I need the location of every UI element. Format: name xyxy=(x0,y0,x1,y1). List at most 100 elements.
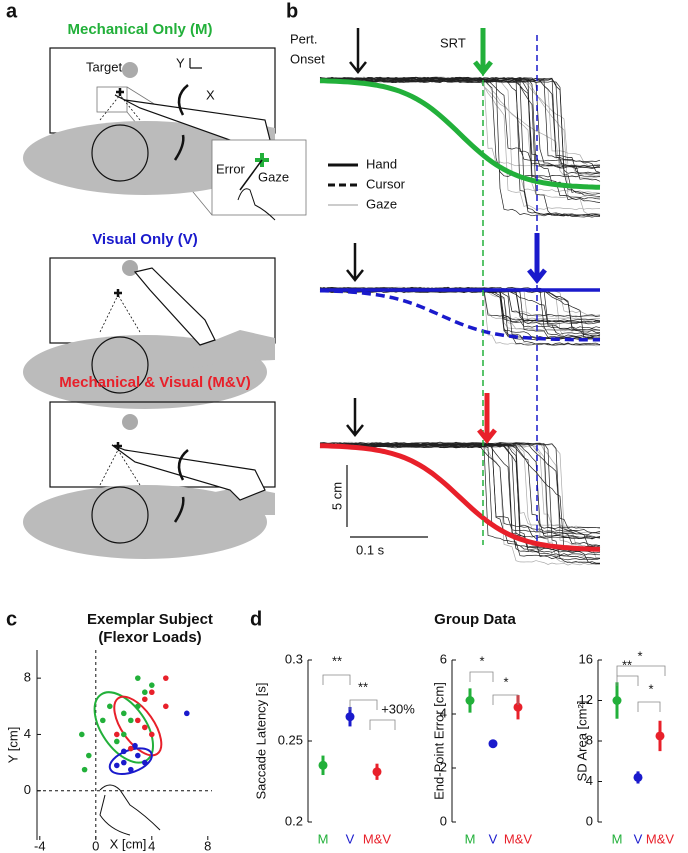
legend-label: Cursor xyxy=(366,176,406,191)
significance-bracket xyxy=(322,674,351,685)
mean-point xyxy=(513,702,523,712)
mean-point xyxy=(372,767,382,777)
mean-point xyxy=(488,739,498,749)
panel-label: a xyxy=(6,0,18,22)
arrow xyxy=(346,243,364,283)
panel-label: b xyxy=(286,0,298,22)
annotation: Onset xyxy=(290,51,325,66)
hand-trace xyxy=(319,78,601,197)
annotation: * xyxy=(479,653,484,668)
point xyxy=(107,703,113,710)
point xyxy=(121,748,127,755)
scale-label: 0.1 s xyxy=(356,542,385,557)
point xyxy=(100,717,106,724)
significance-bracket xyxy=(616,665,666,676)
annotation: * xyxy=(503,674,508,689)
annotation: ** xyxy=(358,679,368,694)
category-label: M xyxy=(612,831,623,846)
condition-title: Mechanical & Visual (M&V) xyxy=(59,374,250,391)
legend-label: Gaze xyxy=(366,196,397,211)
point xyxy=(184,710,190,717)
x-tick-label: 4 xyxy=(148,838,155,853)
point xyxy=(135,717,141,724)
point xyxy=(121,759,127,766)
inset-label: Error xyxy=(216,161,246,176)
point xyxy=(142,696,148,703)
y-axis-label: SD Area [cm²] xyxy=(574,701,589,782)
y-tick-label: 0.2 xyxy=(285,813,303,828)
gaze-trace xyxy=(319,79,601,215)
annotation: * xyxy=(637,648,642,663)
y-tick-label: 4 xyxy=(440,705,447,720)
mean-point xyxy=(465,696,475,705)
hand-mean xyxy=(319,443,601,552)
condition-title: Visual Only (V) xyxy=(92,231,198,248)
category-label: M&V xyxy=(363,831,392,846)
hand-sketch xyxy=(99,784,161,836)
mean-point xyxy=(318,760,328,770)
arrow xyxy=(527,233,547,285)
point xyxy=(114,738,120,745)
arrow xyxy=(349,28,367,75)
y-tick-label: 6 xyxy=(440,651,447,666)
hand-trace xyxy=(319,289,601,323)
category-label: V xyxy=(634,831,643,846)
category-label: V xyxy=(346,831,355,846)
significance-bracket xyxy=(369,719,396,730)
group-title: Group Data xyxy=(434,611,516,628)
panel-label: d xyxy=(250,608,262,630)
significance-bracket xyxy=(349,699,378,710)
gaze-trace xyxy=(319,78,601,211)
condition-title: Mechanical Only (M) xyxy=(67,21,212,38)
traces xyxy=(319,28,601,566)
point xyxy=(142,724,148,731)
hand-trace xyxy=(319,443,601,539)
point xyxy=(114,731,120,738)
hand-mean xyxy=(319,78,601,190)
point xyxy=(121,710,127,717)
point xyxy=(163,703,169,710)
category-label: M xyxy=(318,831,329,846)
y-tick-label: 4 xyxy=(586,773,593,788)
category-label: M&V xyxy=(646,831,675,846)
x-axis-label: X [cm] xyxy=(110,836,147,851)
mean-point xyxy=(633,772,643,782)
mean-point xyxy=(655,731,665,741)
y-tick-label: 4 xyxy=(24,726,31,741)
mean-point xyxy=(612,696,622,705)
point xyxy=(163,675,169,681)
significance-bracket xyxy=(492,694,519,705)
annotation: ** xyxy=(332,653,342,668)
y-axis-label: Y [cm] xyxy=(5,727,20,764)
chart-title: Exemplar Subject xyxy=(87,611,213,628)
point xyxy=(149,731,155,738)
y-tick-label: 2 xyxy=(440,759,447,774)
annotation: * xyxy=(648,681,653,696)
panel-b: Pert. Onset SRT Hand Cursor Gaze 5 cm 0.… xyxy=(290,31,466,557)
legend-label: Hand xyxy=(366,156,397,171)
axis-label: Y xyxy=(176,55,185,70)
panel-a: Mechanical Only (M) Target Y X Error Gaz… xyxy=(23,21,307,559)
point xyxy=(128,766,134,773)
point xyxy=(135,675,141,681)
point xyxy=(142,759,148,766)
category-label: V xyxy=(489,831,498,846)
category-label: M&V xyxy=(504,831,533,846)
annotation: ** xyxy=(622,657,632,672)
hand-trace xyxy=(319,78,601,162)
annotation: SRT xyxy=(440,35,466,50)
point xyxy=(135,703,141,710)
y-tick-label: 0.3 xyxy=(285,651,303,666)
point xyxy=(135,752,141,759)
significance-bracket xyxy=(616,675,639,686)
y-tick-label: 0 xyxy=(440,813,447,828)
hand-trace xyxy=(319,76,601,217)
point xyxy=(121,731,127,738)
hand-trace xyxy=(319,80,601,216)
panel-labels: a b c d xyxy=(6,0,298,630)
point xyxy=(128,717,134,724)
y-tick-label: 0 xyxy=(24,782,31,797)
point xyxy=(81,766,88,773)
inset-label: Gaze xyxy=(258,169,289,184)
